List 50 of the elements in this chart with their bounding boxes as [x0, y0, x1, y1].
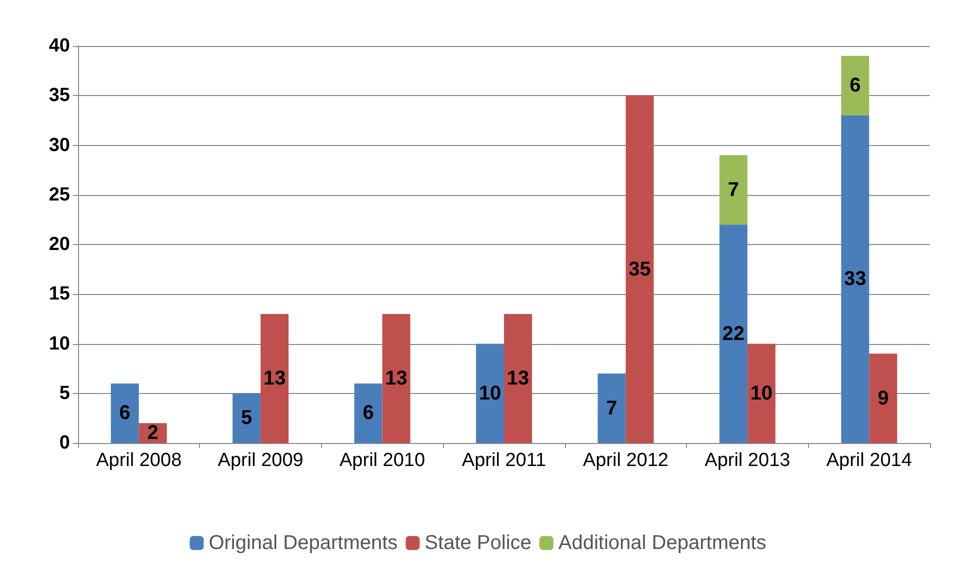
legend-label: Additional Departments — [558, 532, 766, 554]
y-tick-label: 25 — [48, 184, 70, 206]
y-tick-label: 40 — [48, 36, 70, 56]
bar — [504, 314, 532, 443]
bar — [626, 96, 654, 443]
x-tick-label: April 2011 — [462, 450, 546, 471]
legend-label: State Police — [424, 532, 532, 554]
data-label: 6 — [119, 402, 130, 424]
data-label: 35 — [628, 258, 651, 280]
data-label: 9 — [878, 387, 889, 410]
x-tick-label: April 2008 — [96, 450, 182, 471]
data-label: 13 — [385, 367, 408, 390]
y-tick-label: 15 — [48, 284, 70, 305]
bar — [354, 383, 382, 443]
bar — [476, 344, 504, 443]
data-label: 33 — [844, 268, 866, 290]
x-tick-label: April 2013 — [704, 450, 790, 471]
data-label: 7 — [728, 178, 739, 201]
y-tick-label: 35 — [48, 85, 70, 106]
data-label: 2 — [147, 422, 158, 444]
data-label: 22 — [722, 322, 745, 345]
bar — [598, 374, 626, 443]
data-label: 10 — [478, 382, 502, 404]
bar — [719, 224, 748, 443]
x-tick-label: April 2012 — [582, 450, 668, 471]
bar — [719, 155, 748, 225]
y-tick-label: 10 — [48, 333, 70, 354]
legend-label: Original Departments — [208, 532, 398, 554]
data-label: 13 — [506, 367, 530, 390]
bar — [232, 393, 261, 443]
data-label: 6 — [362, 402, 374, 424]
bar — [869, 354, 898, 443]
bar — [260, 314, 289, 443]
y-tick-label: 5 — [59, 382, 70, 404]
bar — [747, 344, 776, 443]
bar — [110, 383, 139, 443]
data-label: 13 — [263, 367, 286, 390]
data-label: 7 — [606, 397, 618, 420]
y-tick-label: 0 — [59, 432, 70, 454]
x-tick-label: April 2010 — [340, 450, 426, 471]
x-tick-label: April 2009 — [218, 450, 304, 471]
y-tick-label: 20 — [48, 234, 70, 255]
x-tick-label: April 2014 — [826, 450, 912, 471]
data-label: 6 — [850, 74, 861, 97]
y-tick-label: 30 — [48, 134, 70, 156]
bar — [841, 56, 870, 116]
data-label: 5 — [241, 407, 252, 430]
data-label: 10 — [750, 382, 773, 404]
bar — [841, 115, 870, 443]
bar — [382, 314, 410, 443]
